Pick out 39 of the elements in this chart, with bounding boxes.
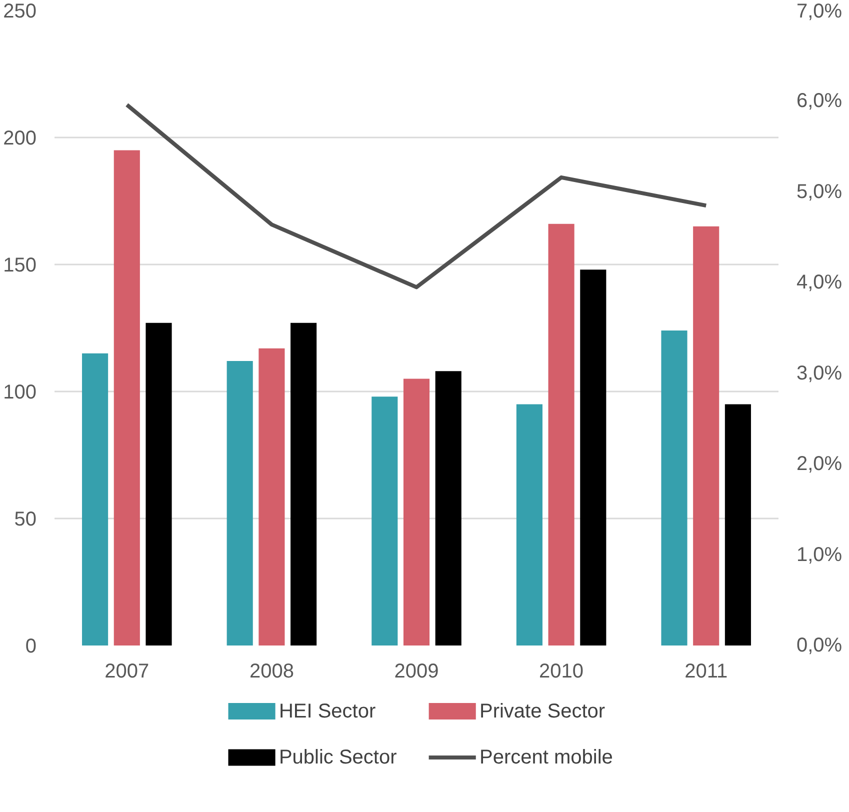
bar — [580, 270, 606, 646]
y2-tick-label: 7,0% — [796, 0, 842, 22]
bar — [516, 404, 542, 646]
bar — [724, 404, 751, 646]
bar — [82, 353, 108, 646]
bar — [435, 371, 462, 646]
legend-label: HEI Sector — [278, 700, 376, 722]
y-tick-label: 250 — [3, 0, 37, 22]
bar — [661, 330, 688, 646]
bar — [372, 396, 398, 646]
y2-tick-label: 4,0% — [796, 272, 842, 294]
bar — [693, 226, 720, 646]
x-tick-label: 2007 — [104, 660, 150, 682]
y-tick-label: 100 — [3, 382, 37, 404]
y-tick-label: 150 — [3, 254, 37, 276]
bar — [403, 378, 430, 646]
y-tick-label: 200 — [3, 128, 37, 150]
x-tick-label: 2010 — [539, 660, 584, 682]
bar — [146, 322, 172, 646]
legend-label: Public Sector — [278, 746, 398, 768]
x-tick-label: 2009 — [394, 660, 439, 682]
bar — [290, 322, 317, 646]
y2-tick-label: 6,0% — [796, 90, 842, 112]
x-tick-label: 2011 — [684, 660, 728, 682]
y-tick-label: 0 — [25, 636, 36, 658]
y2-tick-label: 5,0% — [796, 180, 842, 203]
y-tick-label: 50 — [14, 508, 37, 530]
y2-tick-label: 0,0% — [796, 634, 842, 656]
legend-label: Percent mobile — [479, 746, 613, 768]
y2-tick-label: 2,0% — [796, 453, 842, 476]
y2-tick-label: 3,0% — [796, 362, 842, 384]
bar — [226, 361, 253, 646]
bar — [258, 348, 285, 646]
bar — [114, 150, 140, 646]
y2-tick-label: 1,0% — [796, 544, 842, 566]
bar — [548, 224, 574, 646]
line-series — [124, 102, 708, 290]
legend-label: Private Sector — [479, 700, 606, 722]
x-tick-label: 2008 — [249, 660, 294, 682]
